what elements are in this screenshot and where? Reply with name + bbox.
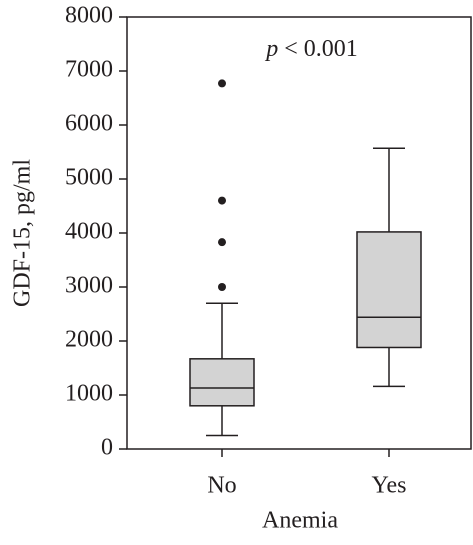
y-tick-label: 4000 <box>65 219 113 245</box>
box <box>356 231 422 349</box>
outlier <box>218 283 226 291</box>
y-tick-label: 0 <box>101 435 113 461</box>
annotation: p < 0.001 <box>264 36 358 62</box>
y-tick-label: 3000 <box>65 273 113 299</box>
outlier <box>218 238 226 247</box>
outlier <box>218 196 226 205</box>
x-tick-label: Yes <box>372 473 407 499</box>
x-axis-label: Anemia <box>262 508 338 534</box>
y-tick-label: 2000 <box>65 327 113 353</box>
x-tick-label: No <box>207 473 236 499</box>
y-tick-label: 6000 <box>65 111 113 137</box>
y-tick-label: 1000 <box>65 381 113 407</box>
y-tick-label: 8000 <box>65 3 113 29</box>
annotation-rest: < 0.001 <box>284 36 358 62</box>
outlier <box>218 79 226 88</box>
box <box>189 358 255 407</box>
y-axis-label: GDF-15, pg/ml <box>10 159 36 307</box>
y-tick-label: 5000 <box>65 165 113 191</box>
y-tick-label: 7000 <box>65 57 113 83</box>
annotation-italic: p <box>264 36 278 62</box>
